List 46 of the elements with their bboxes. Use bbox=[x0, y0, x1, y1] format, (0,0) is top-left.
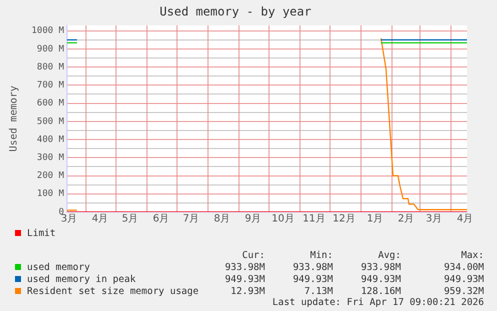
y-tick-label: 400 M bbox=[36, 134, 65, 145]
text: Min: bbox=[310, 250, 333, 262]
y-tick-label: 900 M bbox=[36, 44, 65, 54]
text: 949.93M bbox=[360, 274, 401, 286]
text: 933.98M bbox=[224, 262, 265, 274]
text: 949.93M bbox=[292, 274, 333, 286]
x-tick-label: 4月 bbox=[92, 214, 108, 225]
text: 959.32M bbox=[444, 286, 484, 298]
x-tick-label: 3月 bbox=[426, 214, 442, 225]
y-axis-title: Used memory bbox=[8, 86, 20, 152]
x-tick-label: 10月 bbox=[272, 214, 294, 225]
x-tick-label: 8月 bbox=[214, 214, 230, 225]
y-tick-label: 200 M bbox=[36, 171, 65, 182]
y-tick-label: 500 M bbox=[36, 116, 65, 127]
x-tick-label: 11月 bbox=[302, 214, 326, 225]
x-tick-label: 4月 bbox=[456, 214, 474, 225]
x-tick-label: 9月 bbox=[244, 214, 262, 225]
y-tick-label: 600 M bbox=[36, 98, 65, 109]
x-tick-label: 5月 bbox=[122, 214, 138, 225]
x-tick-label: 12月 bbox=[332, 214, 356, 225]
text: 949.93M bbox=[444, 274, 484, 286]
text: 949.93M bbox=[224, 274, 265, 286]
y-tick-label: 800 M bbox=[36, 62, 65, 72]
y-tick-label: 700 M bbox=[36, 80, 65, 91]
text: 12.93M bbox=[230, 286, 265, 298]
text: 933.98M bbox=[292, 262, 333, 274]
y-tick-label: 300 M bbox=[36, 152, 65, 163]
text: Avg: bbox=[378, 250, 401, 262]
text: Max: bbox=[461, 250, 484, 262]
legend-label: Limit bbox=[26, 228, 56, 240]
chart-title: Used memory - by year bbox=[160, 4, 312, 18]
text: 934.00M bbox=[444, 262, 484, 274]
y-tick-label: 100 M bbox=[36, 189, 65, 200]
text: Last update: Fri Apr 17 09:00:21 2026 bbox=[272, 297, 484, 309]
text: 128.16M bbox=[360, 286, 401, 298]
y-tick-label: 1000 M bbox=[31, 26, 65, 36]
text: Cur: bbox=[242, 250, 265, 262]
x-tick-label: 6月 bbox=[152, 214, 170, 225]
text: 7.13M bbox=[304, 286, 333, 298]
x-tick-label: 2月 bbox=[398, 214, 414, 225]
legend-label: used memory in peak bbox=[26, 274, 136, 286]
x-tick-label: 1月 bbox=[366, 214, 384, 225]
x-tick-label: 7月 bbox=[182, 214, 200, 225]
legend-label: used memory bbox=[26, 262, 90, 274]
legend-label: Resident set size memory usage bbox=[26, 286, 199, 298]
text: 933.98M bbox=[360, 262, 401, 274]
